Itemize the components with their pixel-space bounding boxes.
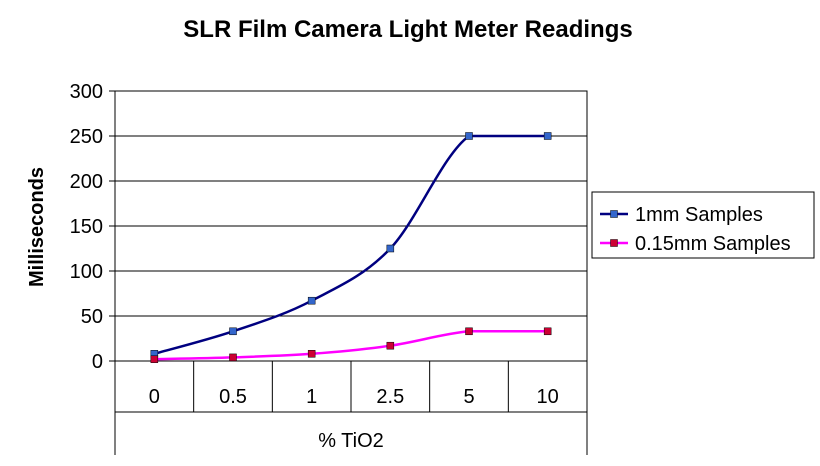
x-axis-label: % TiO2 bbox=[318, 430, 384, 452]
data-point-marker bbox=[543, 132, 552, 140]
data-point-marker bbox=[543, 327, 552, 336]
x-tick-label: 10 bbox=[537, 386, 559, 408]
series-0 bbox=[150, 132, 552, 358]
legend-marker bbox=[610, 210, 618, 218]
data-point-marker bbox=[465, 327, 473, 336]
y-tick-label: 0 bbox=[92, 351, 103, 373]
series-line bbox=[154, 330, 548, 361]
x-tick-label: 5 bbox=[463, 386, 474, 408]
legend-box bbox=[591, 191, 815, 259]
data-point-marker bbox=[386, 341, 395, 350]
y-tick-label: 150 bbox=[70, 216, 103, 238]
y-tick-label: 250 bbox=[70, 126, 103, 148]
legend-marker bbox=[610, 239, 618, 247]
y-tick-label: 300 bbox=[70, 81, 103, 103]
y-axis-ticks: 0 50 100 150 200 250 300 bbox=[70, 81, 115, 373]
y-tick-label: 50 bbox=[81, 306, 103, 328]
y-tick-label: 100 bbox=[70, 261, 103, 283]
legend-label: 1mm Samples bbox=[635, 204, 763, 226]
y-axis-label: Milliseconds bbox=[26, 167, 48, 287]
x-axis: 0 0.5 1 2.5 5 10 bbox=[114, 361, 588, 455]
legend-items: 1mm Samples 0.15mm Samples bbox=[600, 204, 791, 255]
legend-item-0: 1mm Samples bbox=[600, 204, 763, 226]
x-tick-label: 1 bbox=[306, 386, 317, 408]
y-tick-label: 200 bbox=[70, 171, 103, 193]
x-tick-label: 2.5 bbox=[376, 386, 404, 408]
data-point-marker bbox=[465, 132, 473, 140]
data-point-marker bbox=[307, 296, 316, 305]
series-1 bbox=[150, 327, 552, 363]
legend-label: 0.15mm Samples bbox=[635, 233, 791, 255]
data-point-marker bbox=[229, 353, 237, 362]
data-point-marker bbox=[386, 244, 395, 253]
series-layer bbox=[150, 132, 552, 363]
chart-title: SLR Film Camera Light Meter Readings bbox=[183, 16, 632, 43]
data-point-marker bbox=[229, 327, 237, 336]
plot-area: 0 50 100 150 200 250 300 0 0.5 1 2.5 5 10 bbox=[70, 81, 588, 455]
data-point-marker bbox=[307, 350, 316, 358]
legend-item-1: 0.15mm Samples bbox=[600, 233, 791, 255]
x-tick-label: 0.5 bbox=[219, 386, 247, 408]
legend: 1mm Samples 0.15mm Samples bbox=[591, 191, 815, 259]
data-point-marker bbox=[150, 355, 159, 363]
x-tick-label: 0 bbox=[149, 386, 160, 408]
